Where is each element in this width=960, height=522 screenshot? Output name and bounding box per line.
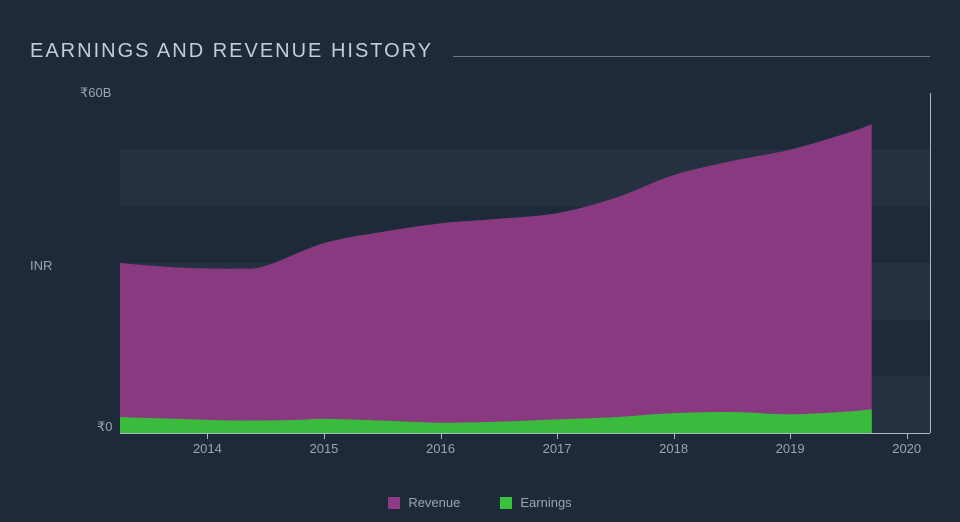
x-tick-mark — [907, 433, 908, 439]
y-axis-label: INR — [30, 258, 52, 273]
x-tick-mark — [674, 433, 675, 439]
x-tick-label: 2018 — [659, 441, 688, 456]
title-rule — [453, 56, 930, 57]
x-tick-labels: 2014 2015 2016 2017 2018 2019 2020 — [120, 441, 930, 461]
x-axis-line — [120, 433, 930, 434]
plot-wrap: ₹60B ₹0 INR 2014201520162017201820192020 — [30, 93, 930, 473]
title-row: EARNINGS AND REVENUE HISTORY — [30, 40, 930, 63]
x-tick-label: 2019 — [776, 441, 805, 456]
x-tick-label: 2014 — [193, 441, 222, 456]
x-tick-label: 2016 — [426, 441, 455, 456]
legend-label: Revenue — [408, 495, 460, 510]
x-tick-mark — [557, 433, 558, 439]
plot-area — [120, 93, 930, 433]
legend-swatch — [500, 497, 512, 509]
y-upper-tick-label: ₹60B — [80, 85, 111, 101]
legend-label: Earnings — [520, 495, 571, 510]
x-tick-mark — [207, 433, 208, 439]
plot-svg — [120, 93, 930, 433]
y-lower-tick-label: ₹0 — [97, 419, 113, 435]
legend: Revenue Earnings — [0, 495, 960, 510]
x-tick-mark — [324, 433, 325, 439]
y-axis-right-line — [930, 93, 931, 433]
x-tick-label: 2020 — [892, 441, 921, 456]
chart-root: EARNINGS AND REVENUE HISTORY ₹60B ₹0 INR… — [0, 0, 960, 522]
x-tick-label: 2015 — [309, 441, 338, 456]
x-tick-mark — [790, 433, 791, 439]
legend-swatch — [388, 497, 400, 509]
x-tick-label: 2017 — [543, 441, 572, 456]
x-tick-mark — [441, 433, 442, 439]
legend-item-earnings: Earnings — [500, 495, 571, 510]
chart-title: EARNINGS AND REVENUE HISTORY — [30, 40, 433, 63]
legend-item-revenue: Revenue — [388, 495, 460, 510]
